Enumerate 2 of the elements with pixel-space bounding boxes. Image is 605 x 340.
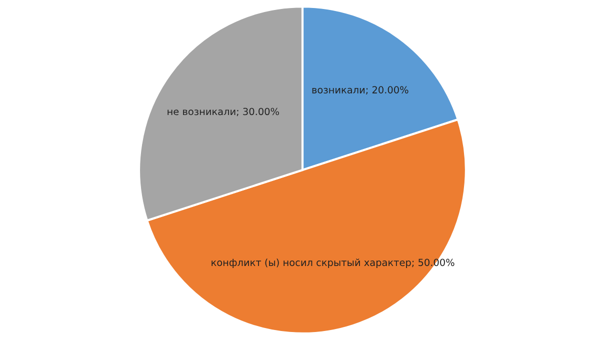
slice-label: не возникали; 30.00%: [168, 108, 279, 116]
slice-label: возникали; 20.00%: [312, 86, 408, 94]
